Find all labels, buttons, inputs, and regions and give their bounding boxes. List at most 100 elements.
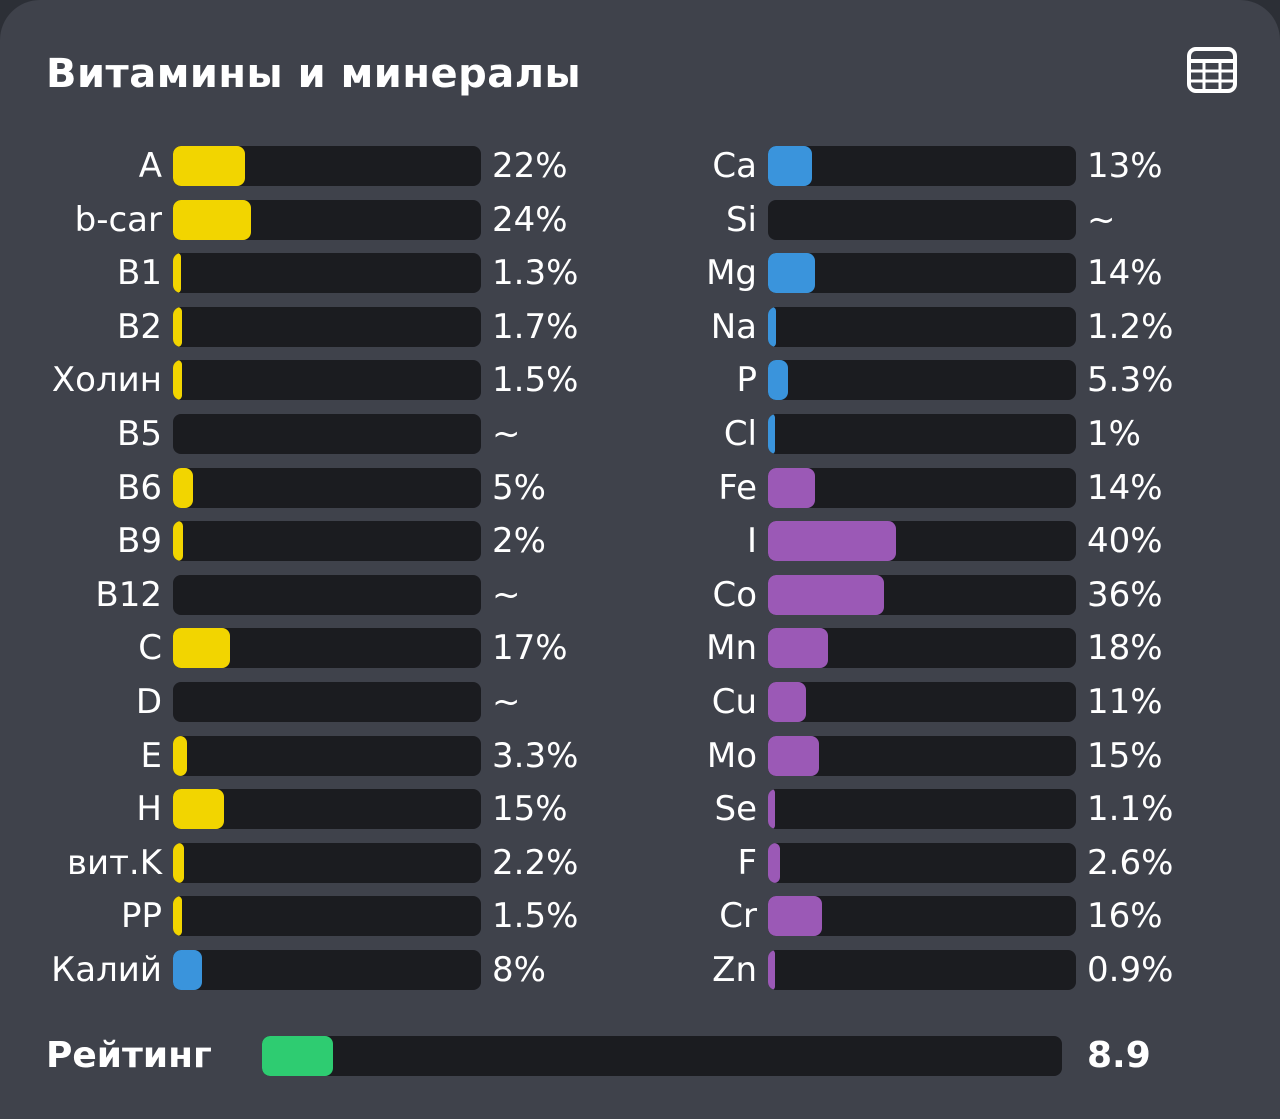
vitamin-b1-bar [173,253,182,294]
vitamin-a-value: 22% [492,146,568,186]
mineral-cr-label: Cr [719,896,757,937]
vitamin-b2-bar [173,306,183,347]
mineral-na-value: 1.2% [1087,306,1174,347]
mineral-zn-bar [768,950,775,990]
mineral-na-bar-track [768,306,1076,347]
mineral-zn-value: 0.9% [1087,950,1174,990]
vitamin-b9-label: B9 [117,521,162,562]
vitamin-e-label: E [140,735,162,776]
mineral-ca-label: Ca [712,146,757,186]
mineral-cr-value: 16% [1087,896,1163,937]
mineral-co-value: 36% [1087,574,1163,615]
vitamin-row-15-bar-track [173,950,481,990]
mineral-zn-bar-track [768,950,1076,990]
vitamin-b12-label: B12 [95,574,162,615]
mineral-si-bar-track [768,199,1076,240]
vitamin-b-car-value: 24% [492,199,568,240]
mineral-cl-value: 1% [1087,414,1141,454]
mineral-co-bar-track [768,574,1076,615]
mineral-mg-label: Mg [706,253,757,294]
table-grid-icon[interactable] [1186,46,1238,96]
mineral-mg-value: 14% [1087,253,1163,294]
vitamin-pp-value: 1.5% [492,896,579,937]
mineral-mg-bar-track [768,253,1076,294]
mineral-ca-bar-track [768,146,1076,186]
vitamin-row-4-bar-track [173,360,481,401]
vitamin-b-car-bar-track [173,199,481,240]
vitamin-b2-bar-track [173,306,481,347]
mineral-cu-label: Cu [711,682,757,722]
vitamin-b12-value: ~ [492,574,521,615]
vitamin-c-label: C [138,628,162,669]
mineral-na-label: Na [710,306,757,347]
vitamin-b6-bar [173,467,193,508]
vitamin-b1-value: 1.3% [492,253,579,294]
vitamin-pp-label: PP [120,896,162,937]
vitamin-k-value: 2.2% [492,842,579,883]
vitamin-row-4-value: 1.5% [492,360,579,401]
vitamin-c-value: 17% [492,628,568,669]
mineral-i-value: 40% [1087,521,1163,562]
mineral-cr-bar [768,896,822,937]
vitamin-row-15-label: Калий [51,950,162,990]
vitamin-b5-bar-track [173,414,481,454]
vitamin-b9-value: 2% [492,521,546,562]
mineral-si-label: Si [725,199,757,240]
mineral-fe-value: 14% [1087,467,1163,508]
mineral-i-bar-track [768,521,1076,562]
mineral-mn-label: Mn [706,628,757,669]
mineral-f-label: F [737,842,757,883]
vitamin-h-bar-track [173,789,481,830]
vitamin-e-value: 3.3% [492,735,579,776]
mineral-p-bar-track [768,360,1076,401]
mineral-co-label: Co [712,574,757,615]
vitamin-b1-bar-track [173,253,481,294]
mineral-mn-bar-track [768,628,1076,669]
mineral-cl-bar [768,414,776,454]
mineral-p-bar [768,360,789,401]
mineral-ca-bar [768,146,813,186]
mineral-mn-value: 18% [1087,628,1163,669]
mineral-fe-bar-track [768,467,1076,508]
mineral-fe-bar [768,467,816,508]
vitamin-e-bar-track [173,735,481,776]
mineral-se-bar [768,789,776,830]
mineral-na-bar [768,306,776,347]
vitamin-a-bar [173,146,246,186]
mineral-se-value: 1.1% [1087,789,1174,830]
vitamin-b5-value: ~ [492,414,521,454]
mineral-i-label: I [746,521,757,562]
vitamin-b2-label: B2 [117,306,162,347]
rating-bar-track [262,1036,1062,1076]
vitamin-pp-bar [173,896,182,937]
mineral-si-value: ~ [1087,199,1116,240]
vitamin-row-4-bar [173,360,182,401]
mineral-f-bar-track [768,842,1076,883]
mineral-f-bar [768,842,781,883]
vitamin-b6-label: B6 [117,467,162,508]
vitamin-pp-bar-track [173,896,481,937]
mineral-fe-label: Fe [718,467,757,508]
mineral-ca-value: 13% [1087,146,1163,186]
mineral-p-label: P [736,360,757,401]
vitamin-row-4-label: Холин [51,360,162,401]
card-title: Витамины и минералы [46,51,582,97]
vitamin-h-value: 15% [492,789,568,830]
mineral-mg-bar [768,253,816,294]
mineral-se-label: Se [714,789,758,830]
vitamin-b9-bar-track [173,521,481,562]
mineral-f-value: 2.6% [1087,842,1174,883]
vitamin-a-bar-track [173,146,481,186]
mineral-co-bar [768,574,884,615]
vitamin-b9-bar [173,521,184,562]
vitamin-d-bar-track [173,682,481,722]
mineral-mo-bar-track [768,735,1076,776]
vitamin-row-15-value: 8% [492,950,546,990]
mineral-cu-bar-track [768,682,1076,722]
mineral-mo-value: 15% [1087,735,1163,776]
vitamin-row-15-bar [173,950,202,990]
vitamin-b2-value: 1.7% [492,306,579,347]
mineral-p-value: 5.3% [1087,360,1174,401]
vitamin-h-label: H [136,789,162,830]
mineral-se-bar-track [768,789,1076,830]
